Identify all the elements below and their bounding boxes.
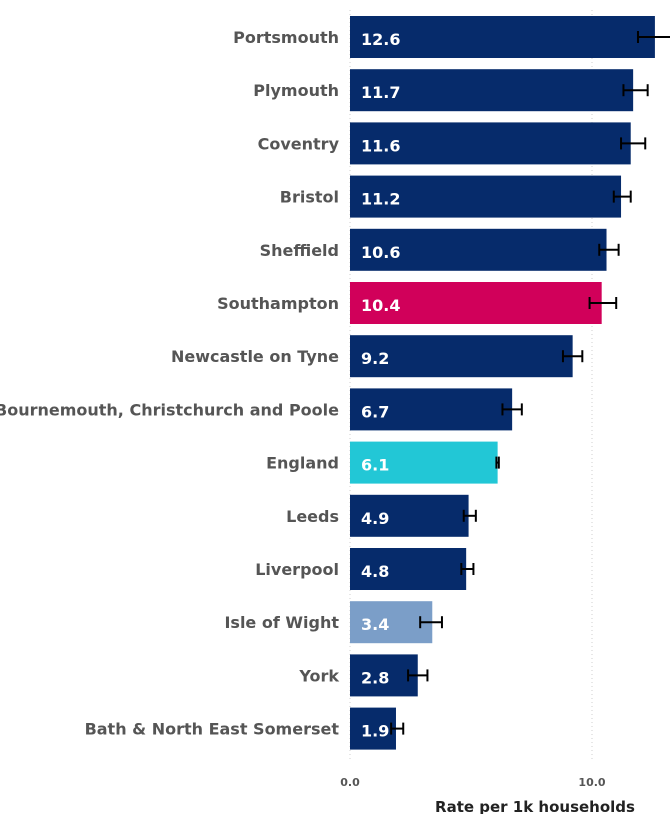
category-label: Bristol <box>280 188 339 207</box>
bar <box>350 388 513 431</box>
data-label: 2.8 <box>361 668 389 687</box>
error-bar <box>598 243 620 256</box>
bars-group <box>350 16 655 750</box>
bar <box>350 16 655 58</box>
error-bar <box>622 84 649 97</box>
x-tick-label: 0.0 <box>340 776 360 789</box>
data-label: 4.9 <box>361 509 389 528</box>
error-bar <box>419 616 443 629</box>
category-label: Isle of Wight <box>224 613 339 632</box>
data-label: 6.1 <box>361 456 389 475</box>
bar <box>350 228 607 271</box>
category-label: Leeds <box>286 507 339 526</box>
data-label: 4.8 <box>361 562 389 581</box>
error-bar <box>495 456 500 469</box>
data-label: 11.2 <box>361 190 400 209</box>
error-bar <box>588 297 618 309</box>
bar <box>350 494 469 537</box>
bar <box>350 548 467 590</box>
bar <box>350 122 631 165</box>
data-label: 6.7 <box>361 402 389 421</box>
category-label: Southampton <box>217 294 339 313</box>
error-bar <box>561 350 584 363</box>
error-bar <box>612 190 632 203</box>
data-label: 12.6 <box>361 30 400 49</box>
error-bar <box>501 403 523 416</box>
data-label: 1.9 <box>361 722 389 741</box>
bar <box>350 69 634 112</box>
x-axis-title: Rate per 1k households <box>435 798 635 814</box>
bar <box>350 707 396 750</box>
error-bars-group <box>390 31 670 735</box>
category-label: Plymouth <box>253 81 339 100</box>
error-bar <box>390 722 405 735</box>
category-label: Coventry <box>258 134 340 153</box>
bar <box>350 282 602 324</box>
error-bar <box>620 137 647 150</box>
data-label: 11.7 <box>361 83 400 102</box>
data-label: 10.4 <box>361 296 400 315</box>
bar <box>350 654 418 697</box>
category-label: Portsmouth <box>233 28 339 47</box>
bar <box>350 175 622 218</box>
error-bar <box>407 669 429 682</box>
error-bar <box>460 563 475 575</box>
value-labels: 12.6 11.7 11.6 11.2 10.6 10.4 9.2 6.7 6.1 4.9 4.8 3… <box>361 30 400 741</box>
data-label: 10.6 <box>361 243 400 262</box>
category-labels: Portsmouth Plymouth Coventry Bristol Sheffie… <box>0 28 340 739</box>
error-bar <box>636 31 670 43</box>
category-label: England <box>266 454 339 473</box>
bar <box>350 335 573 378</box>
bar <box>350 441 498 484</box>
x-axis-ticks: 0.0 10.0 <box>340 776 606 789</box>
bar <box>350 601 433 644</box>
error-bar <box>462 509 477 522</box>
data-label: 9.2 <box>361 349 389 368</box>
category-label: Liverpool <box>255 560 339 579</box>
category-label: Sheffield <box>260 241 339 260</box>
category-label: York <box>298 666 339 685</box>
data-label: 11.6 <box>361 136 400 155</box>
category-label: Bath & North East Somerset <box>85 720 340 739</box>
data-label: 3.4 <box>361 615 389 634</box>
category-label: Newcastle on Tyne <box>171 347 339 366</box>
x-tick-label: 10.0 <box>578 776 605 789</box>
category-label: Bournemouth, Christchurch and Poole <box>0 400 339 419</box>
